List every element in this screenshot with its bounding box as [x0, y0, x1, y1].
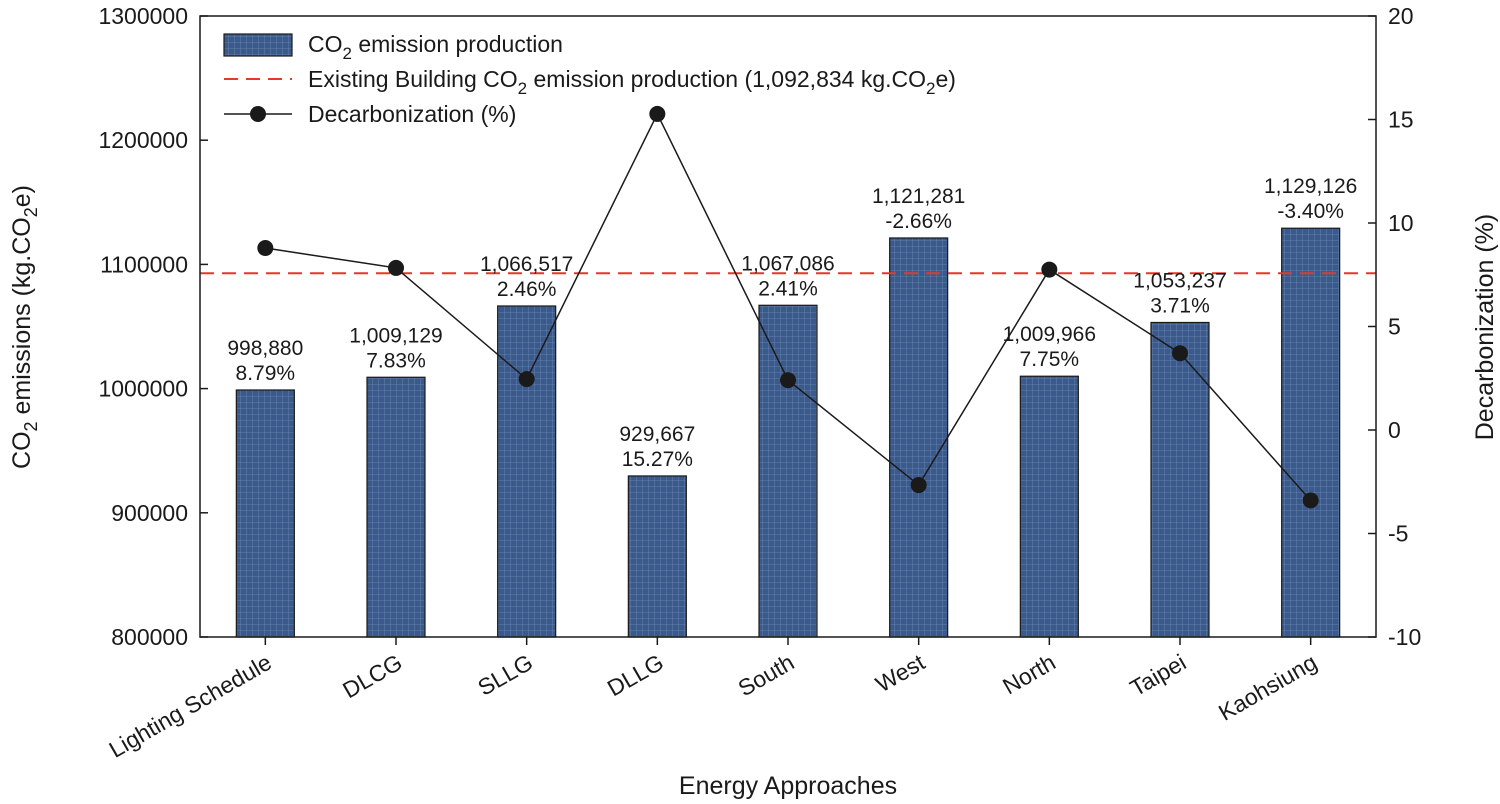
x-category-label: DLLG: [603, 649, 668, 702]
decarbonization-point: [257, 240, 274, 257]
right-y-tick-label: 0: [1388, 417, 1401, 443]
left-y-tick-label: 1000000: [98, 376, 188, 402]
decarbonization-value-label: 3.71%: [1150, 294, 1210, 317]
right-y-tick-label: -10: [1388, 624, 1421, 650]
decarbonization-point: [1172, 345, 1188, 362]
right-y-tick-label: 20: [1388, 3, 1414, 29]
bar: [497, 305, 557, 638]
decarbonization-value-label: 7.83%: [366, 349, 426, 372]
left-y-tick-label: 1200000: [98, 127, 188, 153]
right-y-tick-label: 10: [1388, 210, 1414, 236]
left-y-axis: 800000 900000 1000000 1100000 1200000 1300000: [98, 3, 208, 650]
bar: [366, 376, 426, 638]
left-y-tick-label: 1100000: [100, 251, 188, 277]
legend-label-decarbonization: Decarbonization (%): [308, 101, 516, 127]
legend-label-co2: CO2 emission production: [308, 31, 563, 63]
legend-swatch-bar: [223, 33, 293, 57]
bar-value-label: 1,129,126: [1264, 175, 1357, 198]
left-y-axis-title: CO2 emissions (kg.CO2e): [8, 185, 41, 469]
x-category-label: SLLG: [473, 649, 537, 701]
right-y-tick-label: 15: [1388, 107, 1414, 133]
decarbonization-value-label: 2.41%: [758, 277, 818, 300]
bar: [1150, 321, 1210, 638]
decarbonization-value-label: 8.79%: [236, 362, 296, 385]
decarbonization-point: [649, 105, 666, 122]
x-category-label: Lighting Schedule: [104, 649, 275, 763]
bar-value-label: 998,880: [227, 337, 303, 360]
right-y-tick-label: 5: [1388, 314, 1401, 340]
decarbonization-value-label: 2.46%: [497, 278, 557, 301]
right-y-axis-title: Decarbonization (%): [1471, 214, 1499, 441]
bar: [1281, 227, 1341, 638]
bar-value-label: 1,067,086: [741, 252, 834, 275]
bar-value-label: 1,066,517: [480, 253, 573, 276]
decarbonization-line-layer: [257, 105, 1319, 509]
bar-value-label: 1,009,966: [1003, 323, 1096, 346]
bar: [1019, 375, 1079, 638]
bar: [235, 389, 295, 638]
right-y-tick-label: -5: [1388, 521, 1408, 547]
decarbonization-point: [518, 371, 535, 388]
x-category-label: North: [998, 649, 1060, 700]
x-category-label: DLCG: [338, 649, 406, 703]
bar-value-label: 1,121,281: [872, 185, 965, 208]
legend-label-reference: Existing Building CO2 emission productio…: [308, 66, 956, 98]
bar: [889, 237, 949, 638]
decarbonization-point: [1041, 261, 1058, 278]
bar-value-label: 1,053,237: [1133, 269, 1226, 292]
bar: [627, 475, 687, 638]
decarbonization-point: [1302, 492, 1319, 509]
bar-value-label: 1,009,129: [349, 324, 442, 347]
decarbonization-value-label: 7.75%: [1020, 348, 1080, 371]
bars-layer: [235, 227, 1341, 638]
left-y-tick-label: 900000: [111, 500, 188, 526]
bar-value-label: 929,667: [619, 423, 695, 446]
legend: CO2 emission production Existing Buildin…: [223, 31, 956, 127]
bar: [758, 304, 818, 638]
x-category-label: Taipei: [1125, 649, 1190, 702]
left-y-tick-label: 800000: [111, 624, 188, 650]
decarbonization-point: [780, 372, 796, 389]
x-category-label: West: [871, 649, 930, 698]
left-y-tick-label: 1300000: [98, 3, 188, 29]
decarbonization-point: [388, 259, 404, 276]
decarbonization-value-label: 15.27%: [622, 448, 693, 471]
x-axis-title: Energy Approaches: [679, 772, 897, 800]
x-category-label: South: [733, 649, 798, 702]
x-category-label: Kaohsiung: [1214, 649, 1321, 726]
legend-swatch-marker: [250, 106, 266, 122]
decarbonization-value-label: -3.40%: [1277, 200, 1344, 223]
x-axis: Lighting Schedule DLCG SLLG DLLG South West No…: [104, 637, 1321, 763]
decarbonization-point: [910, 477, 927, 494]
decarbonization-value-label: -2.66%: [885, 210, 952, 233]
right-y-axis: -10 -5 0 5 10 15 20: [1368, 3, 1421, 650]
